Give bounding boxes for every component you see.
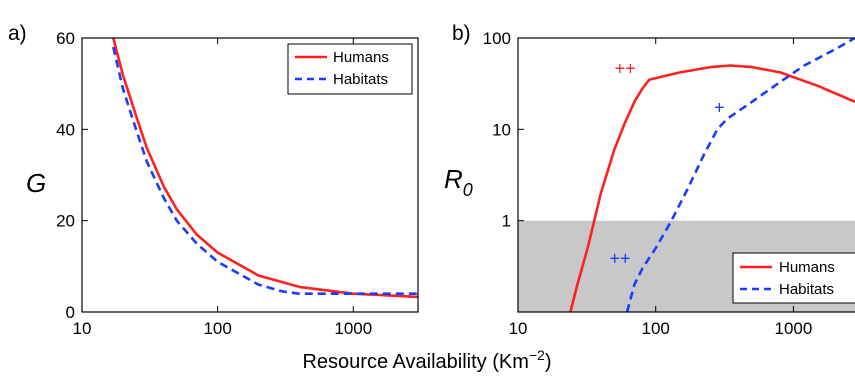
panel-a-ytick-label: 60: [56, 29, 75, 48]
panel-b-label: b): [452, 22, 471, 45]
panel-b-ytick-label: 100: [483, 29, 511, 48]
panel-b-frame: [517, 37, 855, 313]
panel-a-xtick-label: 100: [203, 319, 231, 338]
panel-b-legend-box: [732, 252, 855, 304]
panel-a-ytick-label: 0: [66, 303, 75, 322]
panel-a-legend-humans: Humans: [333, 49, 389, 66]
panel-a-xtick-label: 1000: [334, 319, 372, 338]
panel-a-chart: a) G 10 100 1000 0 20 40 60 Humans Habitats: [8, 22, 419, 338]
panel-b-habitats-line: [625, 38, 855, 312]
panel-b-legend-humans: Humans: [779, 259, 835, 276]
x-axis-label: Resource Availability (Km−2): [302, 347, 551, 373]
panel-a-legend: Humans Habitats: [287, 43, 413, 95]
panel-a-ytick-label: 40: [56, 120, 75, 139]
panel-b-xtick-label: 1000: [775, 319, 813, 338]
panel-b-annotation: +: [714, 97, 725, 117]
panel-a-legend-habitats: Habitats: [333, 71, 388, 88]
panel-b-humans-line: [569, 64, 855, 312]
panel-a-frame: [81, 37, 419, 313]
panel-a-legend-box: [287, 43, 413, 95]
panel-b-annotation: ++: [609, 249, 630, 269]
panel-b-legend-habitats: Habitats: [779, 281, 834, 298]
panel-b-ytick-label: 10: [492, 120, 511, 139]
panel-b-xtick-label: 100: [642, 319, 670, 338]
panel-a-xtick-label: 10: [73, 319, 92, 338]
panel-a-humans-line: [112, 38, 419, 299]
panel-a-ylabel: G: [26, 168, 46, 198]
panel-b-xtick-label: 10: [509, 319, 528, 338]
panel-a-habitats-line: [112, 46, 418, 296]
panel-b-legend: Humans Habitats: [732, 252, 855, 304]
panel-b-ytick-label: 1: [502, 212, 511, 231]
panel-a-label: a): [8, 22, 27, 45]
panel-b-ylabel: R0: [444, 164, 473, 200]
panel-b-annotation: ++: [615, 58, 636, 78]
panel-a-ytick-label: 20: [56, 212, 75, 231]
